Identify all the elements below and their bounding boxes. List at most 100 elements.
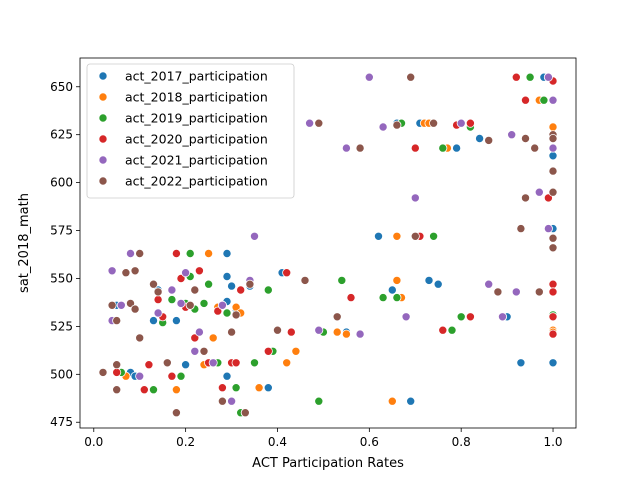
data-point [139,385,149,395]
data-point [272,325,282,335]
data-point [521,133,531,143]
data-point [355,329,365,339]
data-point [222,371,232,381]
data-point [282,268,292,278]
data-point [227,396,237,406]
data-point [263,383,273,393]
x-axis-ticks: 0.0 0.2 0.4 0.6 0.8 1.0 [84,428,563,449]
data-point [548,312,558,322]
data-point [429,118,439,128]
x-tick-label: 0.2 [176,435,195,449]
data-point [548,287,558,297]
legend-label: act_2021_participation [125,153,268,168]
data-point [217,396,227,406]
data-point [199,346,209,356]
data-point [456,312,466,322]
data-point [447,325,457,335]
data-point [153,308,163,318]
data-point [249,358,259,368]
axes-frame [79,57,577,429]
data-point [194,327,204,337]
data-point [548,243,558,253]
data-point [148,385,158,395]
data-point [548,151,558,161]
data-point [497,312,507,322]
data-point [291,346,301,356]
y-tick-label: 600 [50,176,73,190]
data-point [222,248,232,258]
data-point [548,187,558,197]
y-tick-label: 525 [50,319,73,333]
data-point [217,383,227,393]
data-point [231,310,241,320]
data-point [135,371,145,381]
x-tick-label: 0.8 [452,435,471,449]
legend-marker [98,113,108,123]
data-point [130,266,140,276]
data-point [153,295,163,305]
data-point [534,287,544,297]
data-point [190,333,200,343]
data-point [217,300,227,310]
data-point [130,304,140,314]
data-point [185,248,195,258]
data-point [148,316,158,326]
data-point [263,285,273,295]
data-point [543,72,553,82]
data-point [176,273,186,283]
data-point [227,281,237,291]
y-tick-label: 475 [50,415,73,429]
data-point [341,143,351,153]
data-point [98,367,108,377]
data-point [162,358,172,368]
data-point [112,316,122,326]
data-point [392,231,402,241]
data-point [410,193,420,203]
data-point [314,118,324,128]
data-point [507,130,517,140]
data-point [401,312,411,322]
data-point [231,383,241,393]
data-point [135,248,145,258]
data-point [452,143,462,153]
data-point [148,279,158,289]
data-point [438,143,448,153]
legend-box [86,63,295,199]
x-tick-label: 0.4 [268,435,287,449]
data-point [378,293,388,303]
data-point [346,293,356,303]
data-point [521,95,531,105]
data-point [245,279,255,289]
data-point [378,122,388,132]
data-point [204,279,214,289]
data-point [249,231,259,241]
data-point [213,306,223,316]
x-tick-label: 0.6 [360,435,379,449]
data-point [263,346,273,356]
data-point [548,133,558,143]
data-point [236,285,246,295]
data-point [493,287,503,297]
data-point [337,275,347,285]
data-point [433,279,443,289]
data-point [406,396,416,406]
data-point [222,308,232,318]
data-point [521,193,531,203]
data-point [548,166,558,176]
data-point [190,346,200,356]
data-point [153,287,163,297]
data-point [484,135,494,145]
data-point [112,367,122,377]
data-point [171,408,181,418]
legend-label: act_2022_participation [125,174,268,189]
data-point [548,358,558,368]
y-axis-label: sat_2018_math [17,193,32,293]
data-point [208,333,218,343]
data-point [548,279,558,289]
y-tick-label: 500 [50,367,73,381]
data-point [167,295,177,305]
legend-label: act_2018_participation [125,90,268,105]
data-point [314,325,324,335]
data-point [199,298,209,308]
